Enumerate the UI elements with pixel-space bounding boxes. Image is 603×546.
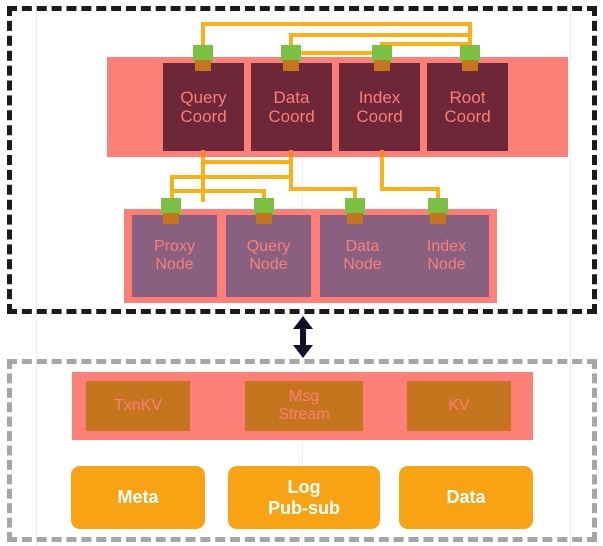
plug-base-icon — [256, 213, 272, 224]
wire-lower-rail-c — [170, 189, 266, 193]
compute-layer-frame — [7, 6, 597, 314]
box-data[interactable]: Data — [399, 466, 533, 529]
box-meta[interactable]: Meta — [71, 466, 205, 529]
box-data-node[interactable]: Data Node — [320, 215, 405, 297]
wire-data-coord-elbow — [289, 187, 357, 191]
plug-query-coord — [193, 45, 213, 71]
wire-top-rail-3 — [380, 42, 472, 46]
plug-base-icon — [374, 60, 390, 71]
plug-query-node — [254, 198, 274, 224]
box-root-coord[interactable]: Root Coord — [427, 63, 508, 151]
plug-base-icon — [462, 60, 478, 71]
storage-layer-frame — [7, 359, 597, 542]
wire-stub-query-coord — [201, 150, 205, 162]
box-msg-stream[interactable]: Msg Stream — [245, 381, 363, 431]
box-proxy-node[interactable]: Proxy Node — [132, 215, 217, 297]
plug-base-icon — [283, 60, 299, 71]
wire-index-coord-down — [380, 157, 384, 191]
wire-query-node-drop — [262, 189, 266, 206]
plug-data-node — [345, 198, 365, 224]
wire-data-coord-down — [289, 157, 293, 191]
box-txnkv[interactable]: TxnKV — [86, 381, 190, 431]
wire-query-coord-down — [201, 157, 205, 202]
plug-cap-icon — [254, 198, 274, 215]
plug-cap-icon — [193, 45, 213, 62]
box-index-node[interactable]: Index Node — [404, 215, 489, 297]
wire-data-coord-riser — [289, 33, 293, 55]
plug-cap-icon — [428, 198, 448, 215]
plug-index-coord — [372, 45, 392, 71]
box-log-pub-sub[interactable]: Log Pub-sub — [228, 466, 380, 529]
plug-proxy-node — [161, 198, 181, 224]
box-query-node[interactable]: Query Node — [226, 215, 311, 297]
plug-cap-icon — [281, 45, 301, 62]
wire-lower-rail-a — [201, 160, 293, 164]
wire-index-node-drop — [436, 187, 440, 206]
plug-root-coord — [460, 45, 480, 71]
guide-line-left — [36, 0, 37, 546]
wire-lower-rail-b — [170, 175, 293, 179]
box-query-coord[interactable]: Query Coord — [163, 63, 244, 151]
plug-cap-icon — [460, 45, 480, 62]
wire-stub-index-coord — [380, 150, 384, 162]
plug-index-node — [428, 198, 448, 224]
plug-base-icon — [195, 60, 211, 71]
guide-line-right — [570, 0, 571, 546]
plug-base-icon — [430, 213, 446, 224]
wire-top-rail-2 — [289, 33, 472, 37]
box-data-coord[interactable]: Data Coord — [251, 63, 332, 151]
wire-index-coord-elbow — [380, 187, 440, 191]
box-kv[interactable]: KV — [407, 381, 511, 431]
box-index-coord[interactable]: Index Coord — [339, 63, 420, 151]
wire-stub-data-coord — [289, 150, 293, 162]
wire-query-coord-riser — [201, 22, 205, 55]
layer-link-double-arrow-icon — [292, 316, 314, 358]
plug-cap-icon — [372, 45, 392, 62]
plug-base-icon — [163, 213, 179, 224]
wire-data-node-drop — [353, 187, 357, 206]
plug-cap-icon — [161, 198, 181, 215]
plug-cap-icon — [345, 198, 365, 215]
plug-base-icon — [347, 213, 363, 224]
wire-data-to-index-link — [289, 51, 384, 55]
wire-top-rail-1 — [201, 22, 472, 26]
plug-data-coord — [281, 45, 301, 71]
